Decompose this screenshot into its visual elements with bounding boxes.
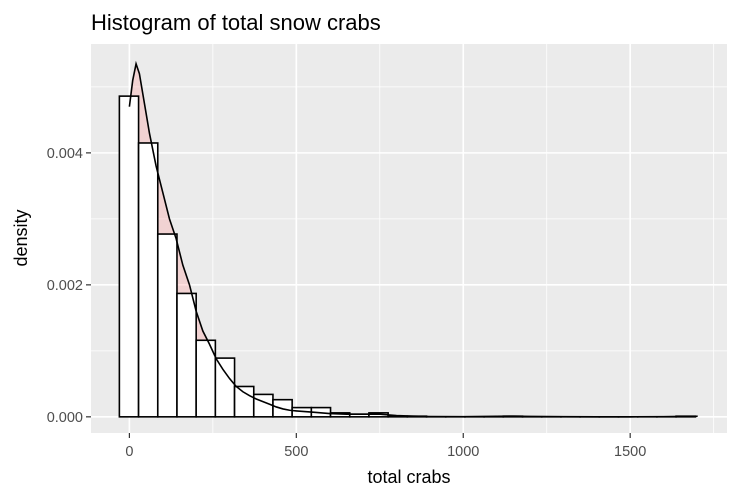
x-tick-label: 500: [284, 444, 308, 460]
density-curve: [128, 60, 698, 418]
histogram-bar: [176, 292, 197, 418]
y-axis-label: density: [11, 209, 31, 266]
x-axis-label: total crabs: [367, 467, 450, 487]
y-tick-label: 0.004: [47, 146, 83, 162]
x-axis-ticks: 0 500 1000 1500: [125, 433, 646, 460]
y-axis-ticks: 0.000 0.002 0.004: [47, 146, 91, 426]
histogram-bar: [252, 393, 274, 418]
histogram-bar: [156, 233, 178, 418]
x-tick-label: 0: [125, 444, 133, 460]
minor-gridlines: [91, 44, 727, 433]
histogram-bar: [137, 142, 159, 418]
x-tick-label: 1000: [447, 444, 479, 460]
chart-title: Histogram of total snow crabs: [91, 10, 381, 35]
density-line: [128, 60, 698, 418]
y-tick-label: 0.000: [47, 410, 83, 426]
histogram-bar: [233, 385, 255, 418]
x-tick-label: 1500: [614, 444, 646, 460]
histogram-bar: [214, 357, 236, 418]
y-tick-label: 0.002: [47, 278, 83, 294]
histogram-bar: [118, 95, 140, 418]
